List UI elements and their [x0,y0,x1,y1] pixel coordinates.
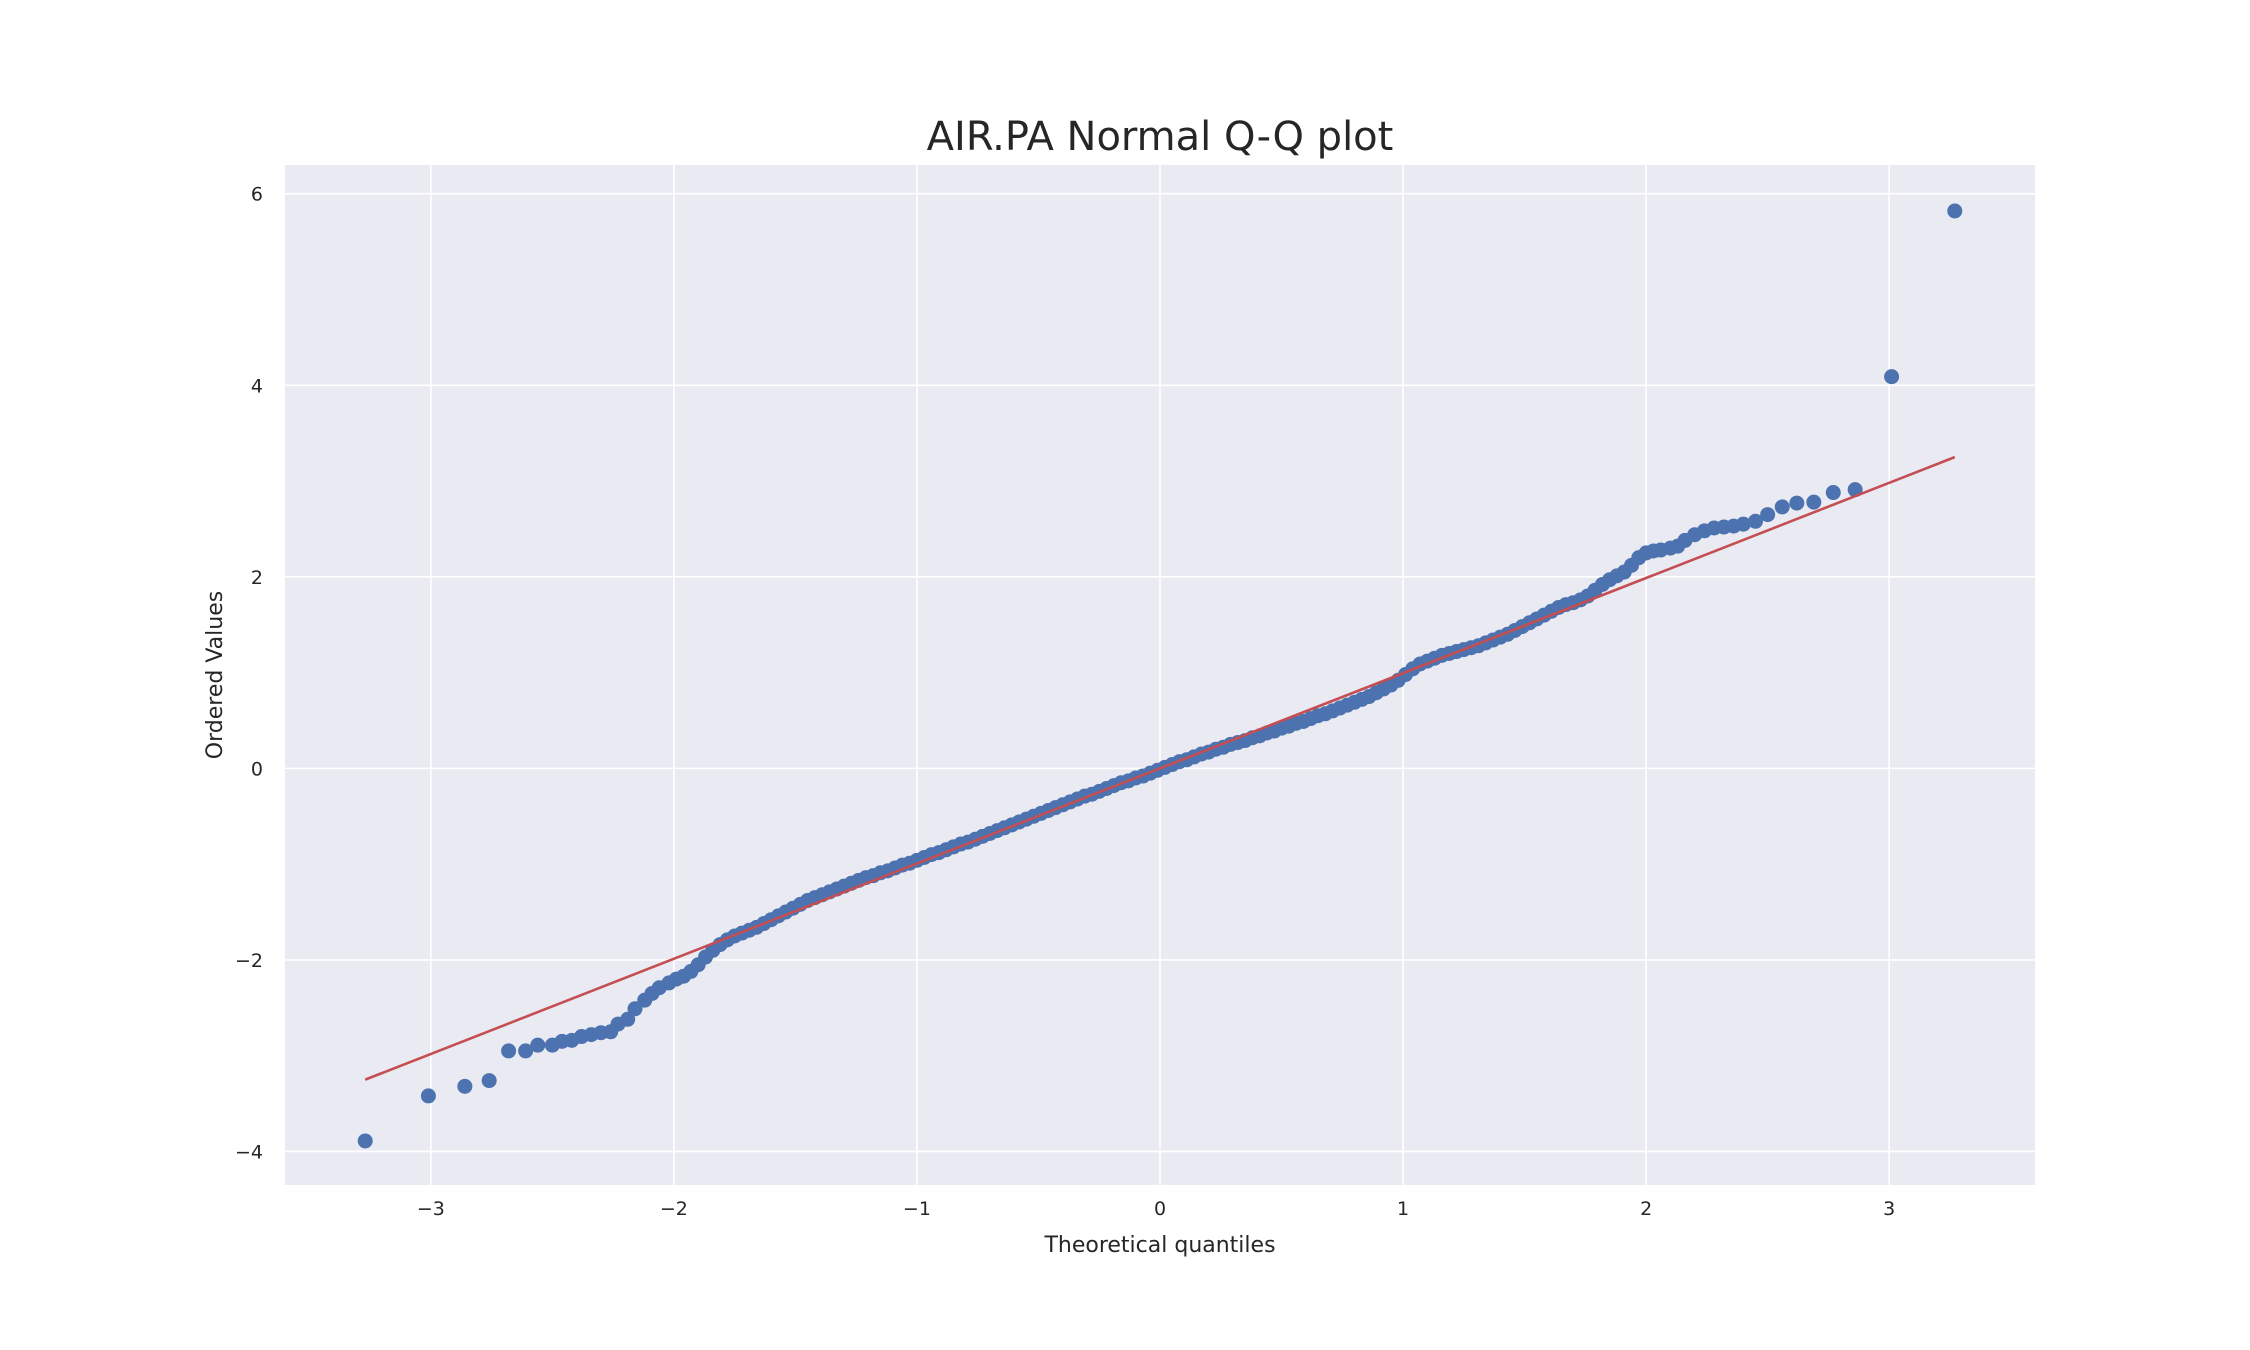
data-point [501,1043,517,1059]
x-axis-label: Theoretical quantiles [1043,1233,1275,1258]
fit-line [364,455,1956,1081]
data-point [1884,369,1900,385]
y-axis-label: Ordered Values [203,591,228,759]
data-point [1825,485,1841,501]
y-tick-label: 2 [251,567,263,589]
y-tick-labels: −4 −2 0 2 4 6 [235,184,263,1164]
y-tick-label: −2 [235,950,263,972]
x-tick-labels: −3 −2 −1 0 1 2 3 [417,1198,1895,1220]
data-point [530,1037,546,1053]
data-point [1947,203,1963,219]
x-tick-label: 0 [1154,1198,1166,1220]
data-point [627,1001,643,1017]
data-point [1774,499,1790,515]
x-tick-label: 1 [1397,1198,1409,1220]
data-point [1760,507,1776,523]
data-point [1735,516,1751,532]
data-point [1747,513,1763,529]
data-point [481,1073,497,1089]
y-tick-label: −4 [235,1141,263,1163]
fit-line-group [364,455,1956,1081]
x-tick-label: −2 [660,1198,688,1220]
x-tick-label: 2 [1640,1198,1652,1220]
data-point [1806,494,1822,510]
x-tick-label: −3 [417,1198,445,1220]
data-point [1789,495,1805,511]
x-tick-label: −1 [903,1198,931,1220]
data-point [420,1088,436,1104]
data-point [620,1011,636,1027]
grid-lines [285,165,2035,1185]
x-tick-label: 3 [1883,1198,1895,1220]
data-point [518,1043,534,1059]
chart-title: AIR.PA Normal Q-Q plot [927,114,1394,160]
data-point [357,1133,373,1149]
y-tick-label: 4 [251,375,263,397]
y-tick-label: 6 [251,184,263,206]
y-tick-label: 0 [251,758,263,780]
data-point [457,1078,473,1094]
